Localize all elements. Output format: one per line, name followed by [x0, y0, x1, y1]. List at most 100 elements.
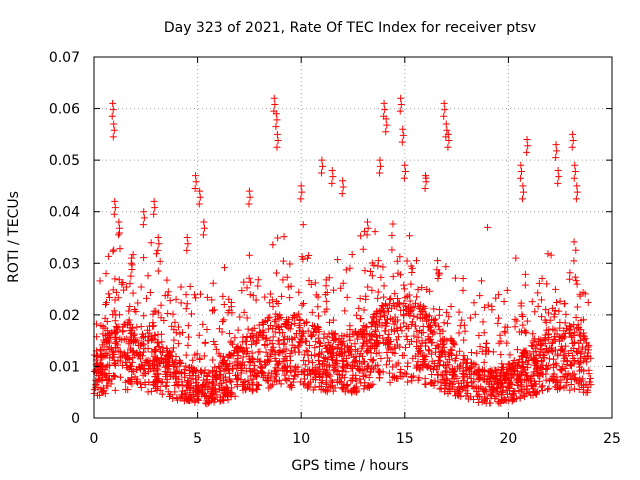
data-point: [109, 311, 117, 319]
data-point: [151, 347, 159, 355]
data-point: [111, 317, 119, 325]
data-point: [144, 388, 152, 396]
data-point: [200, 224, 208, 232]
data-point: [550, 336, 558, 344]
data-point: [220, 264, 228, 272]
data-point: [338, 367, 346, 375]
data-point: [154, 338, 162, 346]
data-point: [569, 137, 577, 145]
data-point: [475, 374, 483, 382]
data-point: [279, 336, 287, 344]
data-point: [268, 296, 276, 304]
data-point: [459, 356, 467, 364]
data-point: [263, 377, 271, 385]
data-point: [422, 178, 430, 186]
data-point: [242, 367, 250, 375]
data-point: [227, 378, 235, 386]
data-point: [460, 336, 468, 344]
data-point: [489, 386, 497, 394]
data-point: [367, 349, 375, 357]
data-point: [386, 378, 394, 386]
data-point: [216, 371, 224, 379]
data-point: [280, 347, 288, 355]
y-tick-label: 0.03: [49, 256, 80, 272]
data-point: [425, 323, 433, 331]
data-point: [467, 374, 475, 382]
data-point: [108, 112, 116, 120]
data-point: [480, 329, 488, 337]
y-tick-label: 0.05: [49, 153, 80, 169]
data-point: [101, 314, 109, 322]
data-point: [203, 376, 211, 383]
data-point: [423, 285, 431, 293]
data-point: [323, 373, 330, 381]
data-point: [383, 361, 391, 369]
data-point: [586, 378, 594, 386]
data-point: [521, 270, 529, 278]
data-points: [90, 94, 595, 408]
data-point: [300, 299, 308, 307]
data-point: [445, 313, 453, 321]
data-point: [121, 358, 129, 366]
y-axis-label: ROTI / TECUs: [6, 191, 22, 283]
data-point: [420, 351, 428, 359]
data-point: [276, 347, 284, 355]
data-point: [519, 363, 527, 371]
data-point: [111, 386, 119, 394]
data-point: [413, 363, 421, 371]
data-point: [548, 339, 556, 347]
data-point: [147, 239, 155, 247]
data-point: [523, 148, 531, 156]
data-point: [269, 303, 277, 311]
data-point: [249, 292, 257, 300]
data-point: [201, 339, 209, 347]
data-point: [293, 312, 301, 320]
data-point: [151, 360, 159, 368]
data-point: [198, 389, 206, 397]
data-point: [393, 302, 401, 310]
data-point: [331, 359, 339, 367]
data-point: [397, 94, 405, 102]
data-point: [516, 174, 524, 182]
data-point: [97, 353, 105, 361]
data-point: [145, 378, 153, 386]
data-point: [171, 318, 179, 326]
data-point: [279, 276, 287, 284]
data-point: [493, 384, 501, 392]
data-point: [545, 355, 553, 363]
data-point: [304, 371, 312, 379]
data-point: [523, 317, 531, 325]
data-point: [399, 131, 407, 139]
data-point: [126, 346, 134, 354]
data-point: [425, 312, 433, 320]
data-point: [241, 386, 249, 394]
data-point: [199, 231, 207, 239]
data-point: [297, 195, 305, 203]
data-point: [448, 346, 456, 354]
data-point: [302, 346, 310, 354]
data-point: [496, 331, 504, 339]
data-point: [295, 288, 303, 296]
data-point: [104, 382, 112, 390]
data-point: [565, 329, 573, 337]
data-point: [442, 375, 450, 383]
data-point: [228, 365, 236, 373]
data-point: [244, 376, 252, 384]
data-point: [475, 332, 483, 340]
data-point: [127, 259, 135, 267]
data-point: [177, 299, 185, 307]
data-point: [368, 320, 376, 328]
data-point: [192, 294, 200, 302]
data-point: [377, 308, 385, 316]
data-point: [534, 302, 542, 310]
data-point: [422, 381, 430, 389]
data-point: [362, 323, 370, 331]
data-point: [168, 322, 176, 330]
data-point: [124, 353, 132, 361]
data-point: [149, 335, 157, 343]
data-point: [143, 294, 151, 302]
x-axis-label: GPS time / hours: [291, 458, 408, 474]
data-point: [401, 294, 409, 302]
data-point: [482, 387, 490, 395]
data-point: [522, 347, 530, 355]
